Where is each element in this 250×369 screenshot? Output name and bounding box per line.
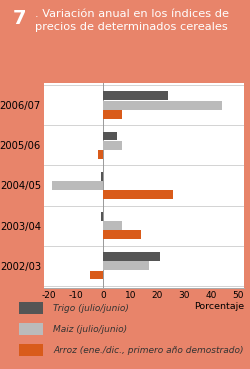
- Bar: [103, 221, 122, 230]
- X-axis label: Porcentaje: Porcentaje: [194, 302, 244, 311]
- Bar: [103, 101, 222, 110]
- Bar: [103, 132, 117, 141]
- FancyBboxPatch shape: [20, 323, 44, 335]
- FancyBboxPatch shape: [20, 344, 44, 356]
- Bar: [103, 190, 174, 199]
- Bar: [100, 212, 103, 221]
- Bar: [103, 252, 160, 261]
- Text: 7: 7: [12, 9, 26, 28]
- Bar: [100, 172, 103, 180]
- FancyBboxPatch shape: [20, 302, 44, 314]
- Bar: [103, 230, 141, 239]
- Bar: [103, 261, 149, 270]
- Bar: [103, 141, 122, 150]
- Text: Arroz (ene./dic., primero año demostrado): Arroz (ene./dic., primero año demostrado…: [53, 346, 244, 355]
- Bar: [52, 181, 103, 190]
- Bar: [103, 110, 122, 119]
- Text: . Variación anual en los índices de
precios de determinados cereales: . Variación anual en los índices de prec…: [35, 9, 229, 32]
- Text: Maiz (julio/junio): Maiz (julio/junio): [53, 325, 127, 334]
- Bar: [98, 150, 103, 159]
- Bar: [90, 270, 103, 279]
- Text: Trigo (julio/junio): Trigo (julio/junio): [53, 304, 129, 313]
- Bar: [103, 92, 168, 100]
